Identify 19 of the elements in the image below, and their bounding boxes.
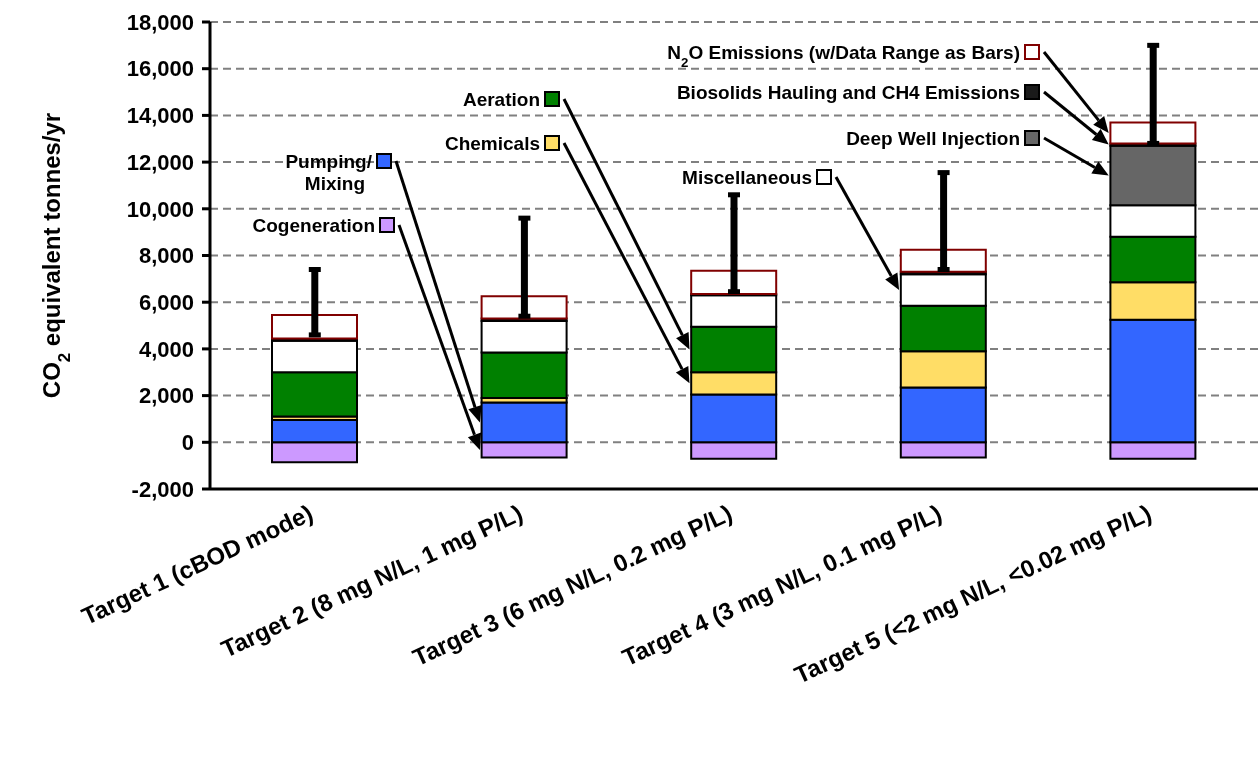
legend-label: Aeration <box>462 89 540 110</box>
y-tick-label: -2,000 <box>131 476 194 502</box>
legend-label: Cogeneration <box>252 215 375 236</box>
legend-label: N$_{2}$O Emissions (w/Data Range as Bars) <box>667 42 1020 70</box>
legend-label: Chemicals <box>444 133 540 154</box>
y-tick-label: 6,000 <box>138 289 194 315</box>
legend-label: Deep Well Injection <box>846 128 1020 149</box>
y-tick-label: 12,000 <box>126 149 194 175</box>
y-tick-label: 16,000 <box>126 56 194 82</box>
y-tick-label: 14,000 <box>126 103 194 129</box>
y-tick-label: 4,000 <box>138 336 194 362</box>
legend-label: Pumping/Mixing <box>285 151 373 194</box>
y-tick-label: 0 <box>181 430 194 455</box>
y-tick-label: 2,000 <box>138 383 194 409</box>
legend-label: Biosolids Hauling and CH4 Emissions <box>676 82 1020 103</box>
y-tick-label: 18,000 <box>126 9 194 35</box>
y-tick-label: 8,000 <box>138 243 194 269</box>
legend-label: Miscellaneous <box>682 167 812 188</box>
y-tick-label: 10,000 <box>126 196 194 222</box>
